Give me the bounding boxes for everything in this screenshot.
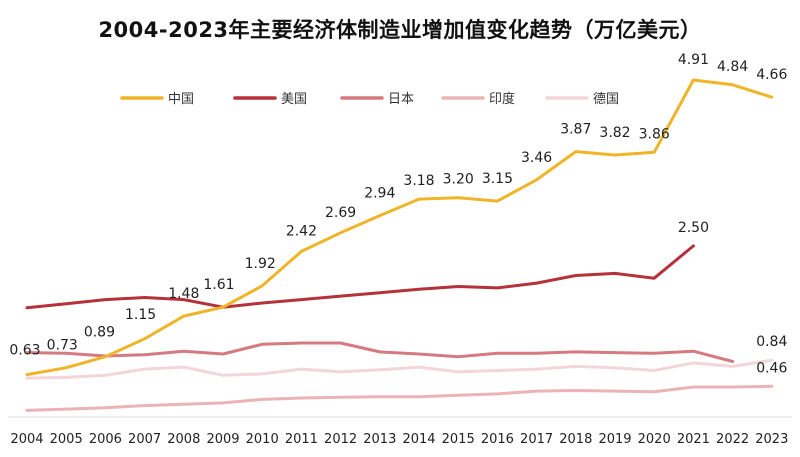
data-label-s0-2008: 1.48 <box>168 286 199 302</box>
data-label-s0-2022: 4.84 <box>717 59 748 75</box>
x-tick-label-2017: 2017 <box>520 432 553 447</box>
legend-label-4: 德国 <box>593 92 619 107</box>
legend-label-2: 日本 <box>388 92 414 107</box>
x-tick-label-2013: 2013 <box>363 432 396 447</box>
x-tick-label-2014: 2014 <box>402 432 435 447</box>
x-tick-label-2015: 2015 <box>442 432 475 447</box>
data-label-s0-2016: 3.15 <box>482 171 513 187</box>
data-label-s0-2011: 2.42 <box>286 223 317 239</box>
x-tick-label-2006: 2006 <box>89 432 122 447</box>
data-label-s0-2014: 3.18 <box>403 173 434 189</box>
x-tick-label-2008: 2008 <box>167 432 200 447</box>
data-label-s0-2017: 3.46 <box>521 150 552 166</box>
series-line-1 <box>25 244 695 310</box>
data-label-s0-2004: 0.63 <box>9 343 40 359</box>
x-tick-label-2018: 2018 <box>559 432 592 447</box>
data-label-s0-2015: 3.20 <box>443 172 474 188</box>
data-label-s0-2023: 4.66 <box>756 67 787 83</box>
data-label-s4-2023: 0.84 <box>756 334 787 350</box>
chart-title: 2004-2023年主要经济体制造业增加值变化趋势（万亿美元） <box>98 18 702 42</box>
x-tick-label-2019: 2019 <box>598 432 631 447</box>
x-tick-label-2021: 2021 <box>677 432 710 447</box>
legend-label-0: 中国 <box>168 92 194 107</box>
legend-label-1: 美国 <box>281 92 307 107</box>
x-tick-label-2011: 2011 <box>285 432 318 447</box>
series-line-0 <box>25 78 774 377</box>
data-label-s0-2010: 1.92 <box>245 256 276 272</box>
data-label-s3-2023: 0.46 <box>756 360 787 376</box>
x-tick-label-2004: 2004 <box>10 432 43 447</box>
series-line-3 <box>25 384 774 412</box>
data-label-s0-2009: 1.61 <box>203 277 234 293</box>
data-label-s0-2018: 3.87 <box>560 122 591 138</box>
legend-label-3: 印度 <box>489 91 515 107</box>
x-tick-label-2009: 2009 <box>206 432 239 447</box>
data-label-s0-2007: 1.15 <box>125 307 156 323</box>
data-label-s0-2013: 2.94 <box>364 186 395 202</box>
x-tick-label-2022: 2022 <box>716 432 749 447</box>
x-tick-label-2010: 2010 <box>246 432 279 447</box>
data-label-s0-2006: 0.89 <box>84 325 115 341</box>
x-tick-label-2020: 2020 <box>638 432 671 447</box>
data-label-s1-2021: 2.50 <box>678 220 709 236</box>
x-tick-label-2023: 2023 <box>755 432 788 447</box>
series-line-4 <box>25 358 774 380</box>
x-tick-label-2007: 2007 <box>128 432 161 447</box>
x-tick-label-2016: 2016 <box>481 432 514 447</box>
x-tick-label-2005: 2005 <box>50 432 83 447</box>
data-label-s0-2005: 0.73 <box>47 338 78 354</box>
data-label-s0-2019: 3.82 <box>599 125 630 141</box>
data-label-s0-2021: 4.91 <box>678 52 709 68</box>
data-label-s0-2020: 3.86 <box>639 126 670 142</box>
data-label-s0-2012: 2.69 <box>325 205 356 221</box>
x-tick-label-2012: 2012 <box>324 432 357 447</box>
